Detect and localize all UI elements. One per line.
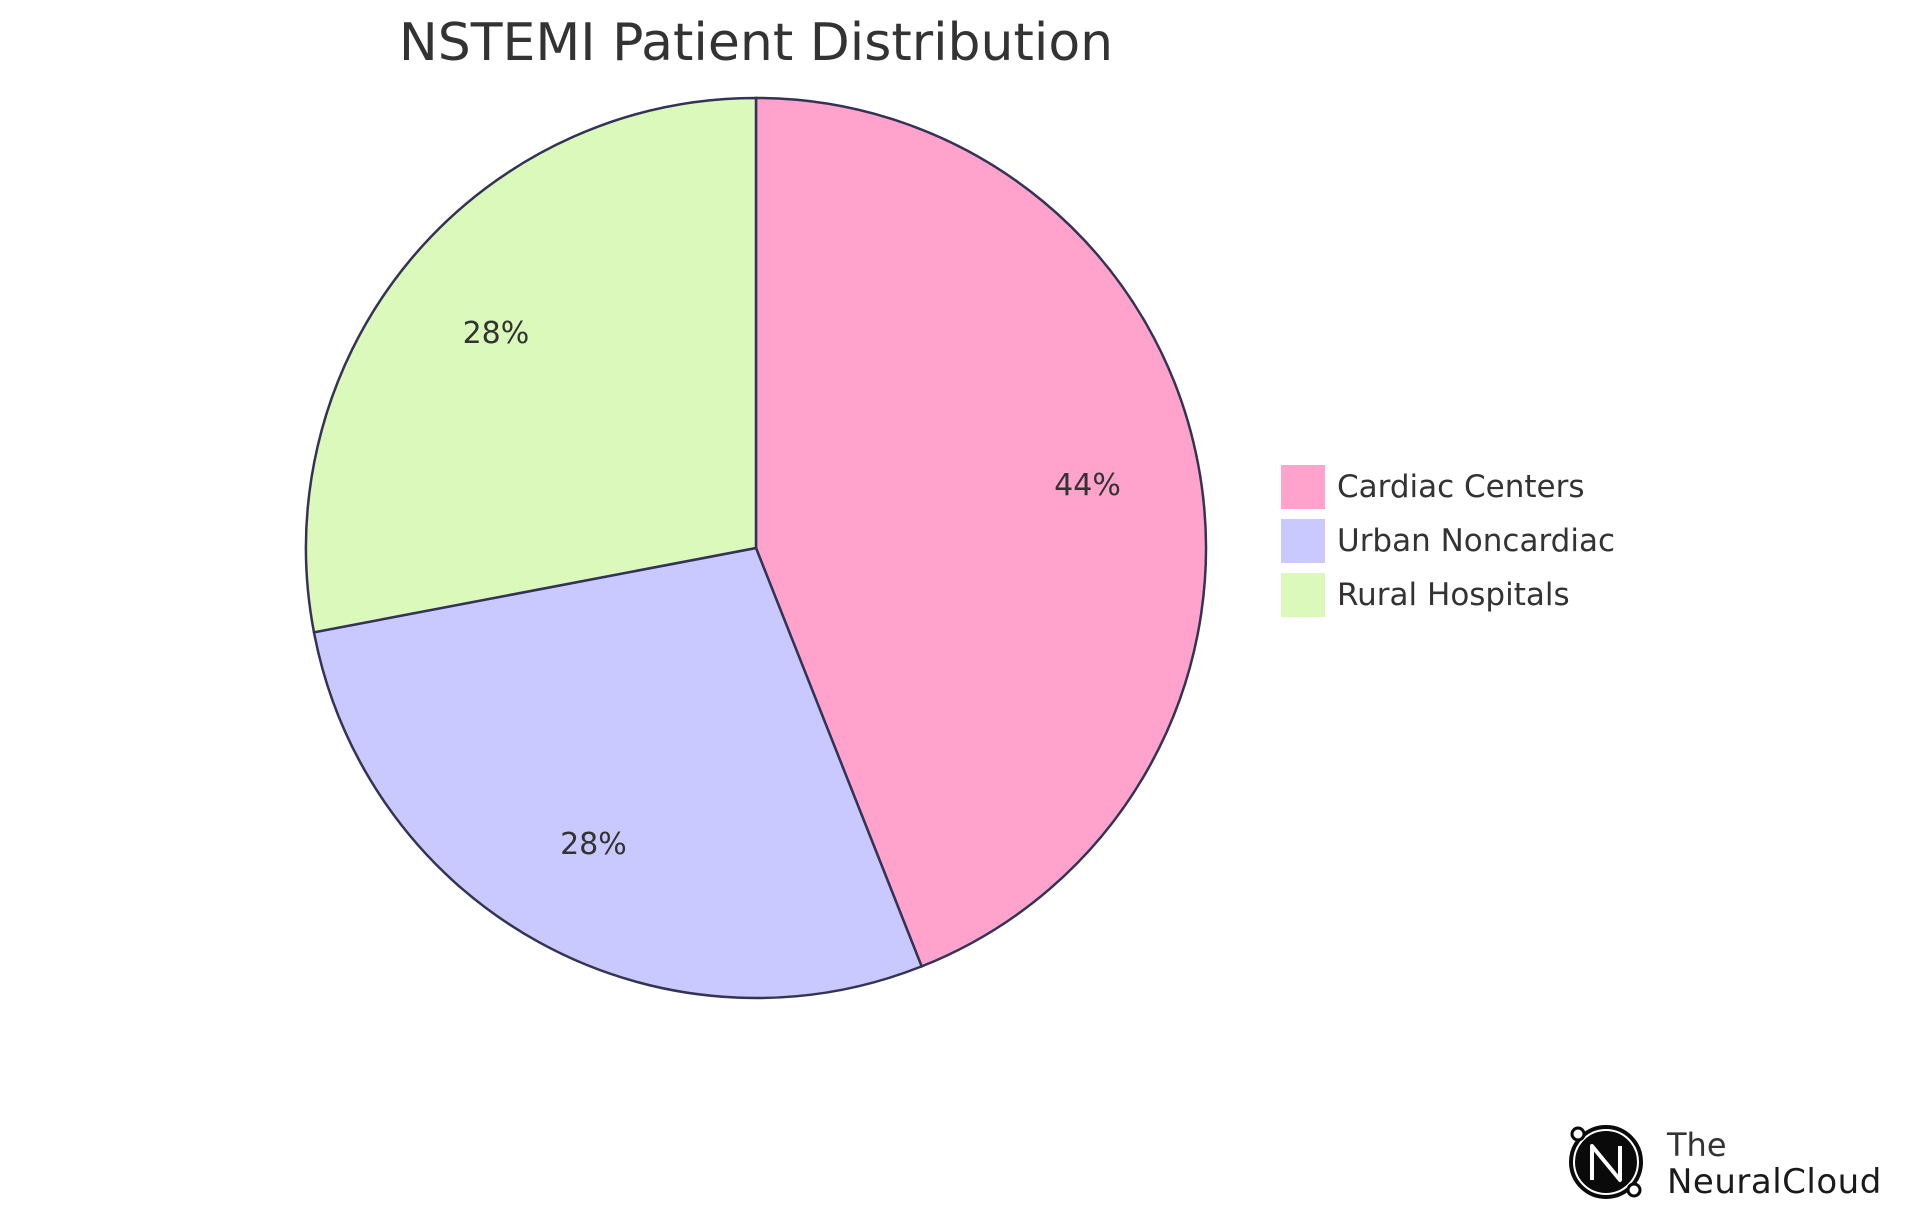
neuralcloud-logo-icon — [1569, 1125, 1643, 1199]
pie-slice-rural-hospitals — [304, 96, 758, 634]
legend-label: Cardiac Centers — [1337, 469, 1585, 505]
legend-swatch — [1281, 519, 1325, 563]
slice-label: 28% — [463, 316, 530, 351]
legend-label: Rural Hospitals — [1337, 577, 1570, 613]
legend-label: Urban Noncardiac — [1337, 523, 1615, 559]
legend: Cardiac Centers Urban Noncardiac Rural Hos… — [1281, 465, 1615, 617]
legend-swatch — [1281, 465, 1325, 509]
slice-label: 44% — [1054, 468, 1121, 503]
pie-slice-urban-noncardiac — [312, 546, 924, 1000]
logo-text-the: The — [1667, 1126, 1727, 1164]
pie-slice-cardiac-centers — [754, 96, 1208, 969]
brand-logo: The NeuralCloud — [1562, 1118, 1902, 1208]
slice-label: 28% — [560, 827, 627, 862]
legend-swatch — [1281, 573, 1325, 617]
logo-text-name: NeuralCloud — [1667, 1162, 1882, 1202]
chart-title: NSTEMI Patient Distribution — [399, 13, 1113, 73]
pie-slices — [304, 96, 1208, 1000]
pie-slice-labels: 44% 28% 28% — [463, 316, 1121, 862]
